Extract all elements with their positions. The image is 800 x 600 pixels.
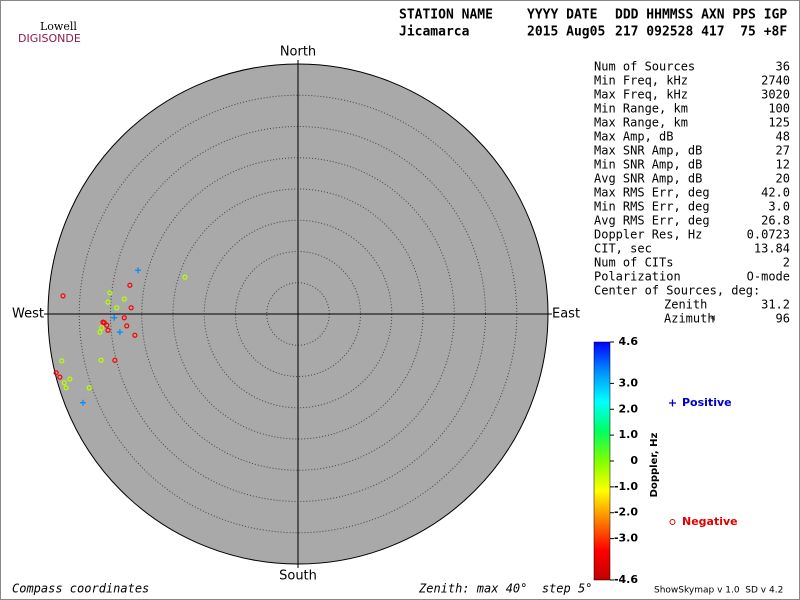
source-negative	[67, 376, 73, 382]
colorbar-tick-label: 1.0	[619, 428, 639, 441]
source-negative	[61, 380, 67, 386]
source-negative	[99, 325, 105, 331]
stat-value: O-mode	[747, 270, 790, 284]
stat-value: 12	[776, 158, 790, 172]
stat-value: 13.84	[754, 242, 790, 256]
source-negative	[60, 293, 66, 299]
source-negative	[86, 385, 92, 391]
stat-value: 42.0	[761, 186, 790, 200]
header-label: YYYY DATE	[527, 8, 597, 23]
direction-label: North	[280, 45, 316, 60]
stat-value: 26.8	[761, 214, 790, 228]
header-label: DDD HHMMSS AXN PPS IGP	[615, 8, 787, 23]
stat-value: 48	[776, 130, 790, 144]
colorbar-tick-label: -3.0	[614, 532, 638, 545]
source-negative	[114, 305, 120, 311]
stat-label: Min RMS Err, deg	[594, 200, 710, 214]
header-value: 217 092528 417 75 +8F	[615, 25, 787, 40]
stat-value: 0.0723	[747, 228, 790, 242]
source-positive	[116, 329, 123, 336]
stat-label: Min SNR Amp, dB	[594, 158, 702, 172]
stat-label: CIT, sec	[594, 242, 652, 256]
stat-value: 125	[768, 116, 790, 130]
source-negative	[132, 332, 138, 338]
source-negative	[59, 358, 65, 364]
source-negative	[100, 319, 106, 325]
colorbar-tick-label: 3.0	[619, 376, 639, 389]
logo-bottom: DIGISONDE	[18, 32, 81, 45]
stat-label: Avg RMS Err, deg	[594, 214, 710, 228]
direction-label: South	[279, 569, 317, 584]
direction-label: West	[12, 307, 44, 322]
stat-value: 2	[783, 256, 790, 270]
stat-label: Max SNR Amp, dB	[594, 144, 702, 158]
source-negative	[104, 322, 110, 328]
stat-label: Zenith	[664, 298, 707, 312]
source-negative	[98, 357, 104, 363]
source-negative	[124, 323, 130, 329]
stat-label: Num of Sources	[594, 60, 695, 74]
source-negative	[57, 374, 63, 380]
stat-label: Max Range, km	[594, 116, 688, 130]
source-positive	[111, 314, 118, 321]
direction-label: East	[552, 307, 580, 322]
header-label: STATION NAME	[399, 8, 493, 23]
source-negative	[105, 327, 111, 333]
header-value: Jicamarca	[399, 25, 470, 40]
stat-label: Num of CITs	[594, 256, 673, 270]
colorbar-tick-label: -2.0	[614, 506, 638, 519]
colorbar-tick-label: -1.0	[614, 480, 638, 493]
source-negative	[182, 274, 188, 280]
source-negative	[97, 329, 103, 335]
colorbar-tick-label: 0	[630, 454, 638, 467]
stat-value: 96	[776, 312, 790, 326]
source-negative	[127, 282, 133, 288]
header-value: 2015 Aug05	[527, 25, 605, 40]
stat-label: Avg SNR Amp, dB	[594, 172, 702, 186]
legend-label: Negative	[682, 515, 738, 528]
source-negative	[121, 315, 127, 321]
colorbar-label: Doppler, Hz	[649, 433, 660, 498]
stat-value: 36	[776, 60, 790, 74]
logo-top: Lowell	[40, 20, 77, 33]
legend-marker	[669, 519, 676, 525]
stat-label: Azimuth	[664, 312, 715, 326]
colorbar	[593, 341, 611, 581]
source-negative	[107, 290, 113, 296]
source-negative	[63, 385, 69, 391]
source-positive	[135, 267, 141, 274]
source-negative	[121, 296, 127, 302]
legend-label: Positive	[682, 396, 732, 409]
stat-label: Max Freq, kHz	[594, 88, 688, 102]
colorbar-tick-label: -4.6	[614, 573, 638, 586]
source-negative	[112, 357, 118, 363]
source-negative	[53, 370, 59, 376]
stat-label: Min Freq, kHz	[594, 74, 688, 88]
colorbar-tick-label: 4.6	[619, 335, 639, 348]
azimuth-icon	[710, 315, 715, 321]
stat-value: 3020	[761, 88, 790, 102]
source-negative	[105, 299, 111, 305]
stat-label: Max RMS Err, deg	[594, 186, 710, 200]
stat-label: Max Amp, dB	[594, 130, 673, 144]
stat-label: Doppler Res, Hz	[594, 228, 702, 242]
stat-value: 100	[768, 102, 790, 116]
source-positive	[80, 399, 86, 406]
stat-value: 2740	[761, 74, 790, 88]
footer-right: ShowSkymap v 1.0 SD v 4.2	[654, 586, 783, 596]
colorbar-tick-label: 2.0	[619, 402, 639, 415]
footer-middle: Zenith: max 40° step 5°	[418, 582, 592, 596]
stat-value: 3.0	[768, 200, 790, 214]
stat-section: Center of Sources, deg:	[594, 284, 760, 298]
stat-label: Polarization	[594, 270, 681, 284]
footer-left: Compass coordinates	[12, 582, 149, 596]
stat-value: 20	[776, 172, 790, 186]
legend-marker	[669, 399, 676, 407]
stat-label: Min Range, km	[594, 102, 688, 116]
stat-value: 31.2	[761, 298, 790, 312]
source-negative	[128, 305, 134, 311]
stat-value: 27	[776, 144, 790, 158]
